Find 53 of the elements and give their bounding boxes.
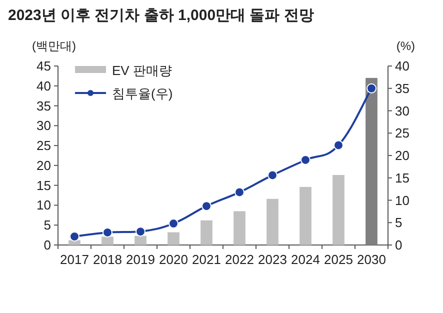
chart-title: 2023년 이후 전기차 출하 1,000만대 돌파 전망 xyxy=(8,7,314,24)
y-tick-label: 5 xyxy=(44,218,51,233)
bar xyxy=(366,78,378,245)
y-tick-label: 15 xyxy=(36,178,51,193)
bar xyxy=(300,186,312,245)
bar xyxy=(200,220,212,245)
y-tick-label: 35 xyxy=(36,98,51,114)
point xyxy=(102,227,112,238)
bar xyxy=(266,198,278,245)
point xyxy=(268,170,278,180)
y-tick-label: 25 xyxy=(36,138,51,154)
point xyxy=(202,201,212,212)
y2-tick-label: 15 xyxy=(395,170,410,186)
y2-axis-title: (%) xyxy=(396,39,415,53)
x-tick-label: 2024 xyxy=(291,252,320,267)
point xyxy=(136,226,146,237)
y-tick-label: 10 xyxy=(36,198,51,213)
point xyxy=(300,154,310,165)
x-tick-label: 2025 xyxy=(324,252,353,267)
x-tick-label: 2021 xyxy=(192,252,221,267)
y2-tick-label: 20 xyxy=(395,148,410,163)
y-tick-label: 45 xyxy=(36,58,51,74)
x-tick-label: 2022 xyxy=(225,252,254,267)
bar xyxy=(168,232,180,245)
x-tick-label: 2030 xyxy=(357,252,386,267)
bar xyxy=(332,174,344,245)
y2-tick-label: 30 xyxy=(395,103,410,118)
point xyxy=(70,231,80,242)
legend-label: 침투율(우) xyxy=(112,86,173,101)
y-tick-label: 20 xyxy=(36,158,51,173)
y2-tick-label: 10 xyxy=(395,192,410,208)
y-tick-label: 30 xyxy=(36,118,51,134)
y2-tick-label: 0 xyxy=(395,238,402,252)
y2-tick-label: 5 xyxy=(395,215,402,230)
x-tick-label: 2019 xyxy=(126,252,155,267)
x-tick-label: 2018 xyxy=(93,252,122,267)
y-tick-label: 0 xyxy=(44,238,51,252)
y-tick-label: 40 xyxy=(36,78,51,94)
x-tick-label: 2020 xyxy=(159,252,188,267)
point xyxy=(366,83,376,94)
y2-tick-label: 25 xyxy=(395,126,410,141)
bar xyxy=(134,236,146,245)
point xyxy=(334,140,344,150)
y-axis-title: (백만대) xyxy=(32,39,76,53)
x-tick-label: 2023 xyxy=(258,252,287,267)
y2-tick-label: 35 xyxy=(395,80,410,96)
y2-tick-label: 40 xyxy=(395,58,410,74)
legend-label: EV 판매량 xyxy=(112,63,172,78)
point xyxy=(168,218,178,229)
point xyxy=(234,187,244,198)
bar xyxy=(234,211,246,245)
bar xyxy=(102,236,114,245)
x-tick-label: 2017 xyxy=(60,252,89,267)
